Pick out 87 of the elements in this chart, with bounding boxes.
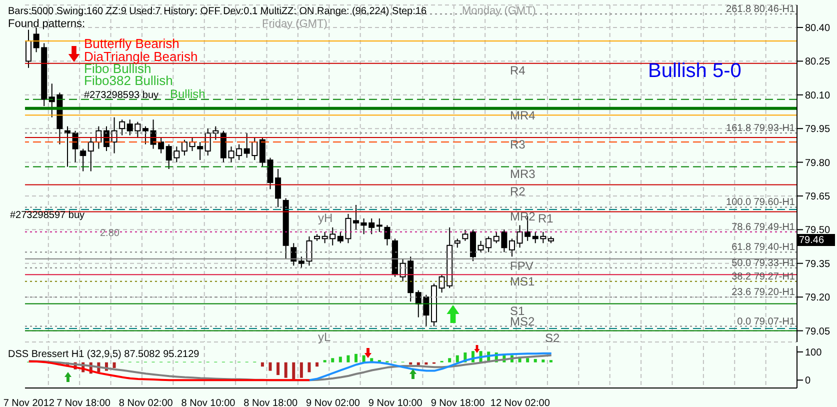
text: 79.46 bbox=[799, 235, 824, 246]
bar bbox=[542, 360, 545, 362]
candlestick bbox=[72, 130, 78, 163]
ref-line-label: MR3 bbox=[510, 166, 536, 181]
annotation: yH bbox=[318, 211, 333, 225]
annotation: #273298593 buy bbox=[84, 90, 159, 101]
bar bbox=[292, 362, 296, 380]
candlestick bbox=[26, 29, 32, 68]
ref-line-label: 0.0 79.07-H1 bbox=[737, 316, 796, 328]
bar bbox=[260, 362, 264, 367]
candlestick bbox=[142, 126, 148, 145]
ref-line-label: 78.6 79.49-H1 bbox=[732, 222, 796, 233]
ref-line-label: R2 bbox=[510, 184, 526, 199]
y-tick-label: 79.35 bbox=[805, 258, 830, 270]
x-tick-label: 9 Nov 02:00 bbox=[306, 398, 360, 407]
annotation: Bullish bbox=[170, 87, 206, 101]
bar bbox=[308, 362, 311, 372]
ref-line-label: FPV bbox=[510, 258, 534, 273]
ref-line-label: 261.8 80.46-H1 bbox=[726, 4, 796, 15]
candlestick bbox=[290, 242, 297, 266]
bar bbox=[284, 362, 288, 378]
candlestick bbox=[384, 224, 390, 246]
bar bbox=[448, 358, 452, 362]
y-tick-label: 80.25 bbox=[805, 56, 830, 68]
y-tick-label: 79.20 bbox=[805, 292, 830, 304]
annotation: Found patterns: bbox=[8, 18, 86, 30]
ref-line-label: 61.8 79.40-H1 bbox=[732, 242, 796, 254]
y-tick-label: 79.05 bbox=[805, 326, 830, 338]
candlestick bbox=[462, 229, 468, 242]
annotation: Fibo382 Bullish bbox=[84, 73, 173, 88]
y-tick-label: 0 bbox=[805, 376, 811, 387]
x-tick-label: 9 Nov 10:00 bbox=[368, 398, 423, 407]
ref-line-label: 100.0 79.60-H1 bbox=[726, 197, 796, 208]
candlestick bbox=[181, 139, 188, 156]
x-tick-label: 7 Nov 2012 bbox=[3, 398, 55, 407]
annotation: Monday (GMT) bbox=[462, 5, 536, 17]
annotation: Bars:5000 Swing:160 ZZ:9 Used:7 History: OFF Dev:0.1 MultiZZ: ON Range: (96,224) Step:16 bbox=[8, 6, 427, 17]
ref-line-label: 23.6 79.20-H1 bbox=[732, 287, 796, 298]
ref-line-label: R4 bbox=[510, 63, 526, 78]
bar bbox=[331, 358, 334, 362]
candlestick bbox=[119, 119, 126, 136]
candlestick bbox=[236, 144, 242, 161]
y-tick-label: 80.10 bbox=[805, 90, 830, 102]
x-tick-label: 8 Nov 18:00 bbox=[244, 398, 298, 407]
candlestick bbox=[88, 137, 94, 172]
bar bbox=[346, 355, 350, 362]
y-tick-label: 79.65 bbox=[805, 192, 830, 203]
ref-line-label: R1 bbox=[538, 212, 554, 226]
bar bbox=[268, 362, 272, 371]
candlestick bbox=[353, 204, 360, 230]
candlestick bbox=[376, 218, 382, 232]
y-tick-label: 80.40 bbox=[805, 23, 830, 34]
x-tick-label: 12 Nov 02:00 bbox=[490, 398, 550, 407]
bar bbox=[300, 362, 303, 378]
bar bbox=[526, 358, 530, 362]
bar bbox=[276, 362, 280, 376]
y-tick-label: 79.95 bbox=[805, 124, 830, 136]
annotation: yL bbox=[318, 330, 331, 344]
ref-line-label: 161.8 79.93-H1 bbox=[726, 123, 796, 134]
ref-line-label: S2 bbox=[545, 330, 560, 345]
bar bbox=[456, 355, 459, 362]
bar bbox=[338, 356, 342, 362]
ref-line-label: MS1 bbox=[510, 274, 535, 289]
line-series bbox=[308, 352, 552, 382]
bar bbox=[112, 362, 116, 368]
y-tick-label: 79.80 bbox=[805, 158, 830, 169]
annotation: Friday (GMT) bbox=[262, 18, 328, 30]
bar bbox=[534, 358, 537, 362]
annotation: Bullish 5-0 bbox=[648, 60, 742, 82]
annotation: 2.80 bbox=[100, 228, 120, 239]
annotation: #273298597 buy bbox=[10, 210, 85, 221]
ref-line-label: 50.0 79.33-H1 bbox=[732, 258, 796, 269]
bar bbox=[354, 354, 358, 362]
y-tick-label: 100 bbox=[805, 347, 822, 358]
candlestick bbox=[508, 238, 515, 258]
candlestick bbox=[275, 168, 282, 208]
x-tick-label: 9 Nov 18:00 bbox=[430, 398, 486, 407]
bar bbox=[316, 362, 319, 367]
ref-line-label: MR2 bbox=[510, 209, 536, 224]
line-series bbox=[28, 360, 311, 382]
x-tick-label: 7 Nov 18:00 bbox=[56, 398, 111, 407]
x-tick-label: 8 Nov 02:00 bbox=[118, 398, 174, 407]
annotation: DSS Bressert H1 (32,9,5) 87.5082 95.2129 bbox=[8, 349, 200, 360]
x-tick-label: 8 Nov 10:00 bbox=[181, 398, 236, 407]
y-tick-label: 79.50 bbox=[805, 225, 830, 236]
ref-line-label: R3 bbox=[510, 138, 526, 152]
candlestick bbox=[80, 148, 86, 172]
